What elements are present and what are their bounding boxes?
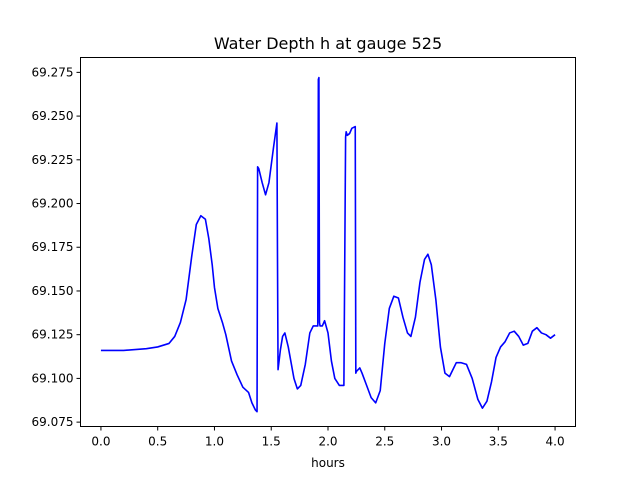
y-tick-label: 69.200 [32,197,74,211]
plot-frame [80,57,576,427]
plot-area [100,76,556,413]
x-tick-label: 3.0 [432,435,451,449]
x-tick-label: 2.5 [375,435,394,449]
x-tick-label: 4.0 [546,435,565,449]
x-tick-label: 0.0 [91,435,110,449]
x-tick-label: 1.0 [205,435,224,449]
series-line [100,76,556,413]
chart-title: Water Depth h at gauge 525 [214,34,442,53]
x-tick-label: 3.5 [489,435,508,449]
x-axis-label: hours [311,456,345,470]
y-tick-label: 69.125 [32,328,74,342]
y-tick-label: 69.250 [32,109,74,123]
y-tick-label: 69.075 [32,415,74,429]
y-tick-label: 69.100 [32,371,74,385]
y-tick-label: 69.150 [32,284,74,298]
x-tick-label: 0.5 [148,435,167,449]
y-tick-label: 69.175 [32,240,74,254]
y-tick-label: 69.225 [32,153,74,167]
x-tick-label: 1.5 [262,435,281,449]
axis-ticks: 0.0 0.5 1.0 1.5 2.0 2.5 3.0 3.5 4.0 69.075 69.100 6… [32,65,565,448]
y-tick-label: 69.275 [32,65,74,79]
x-tick-label: 2.0 [318,435,337,449]
